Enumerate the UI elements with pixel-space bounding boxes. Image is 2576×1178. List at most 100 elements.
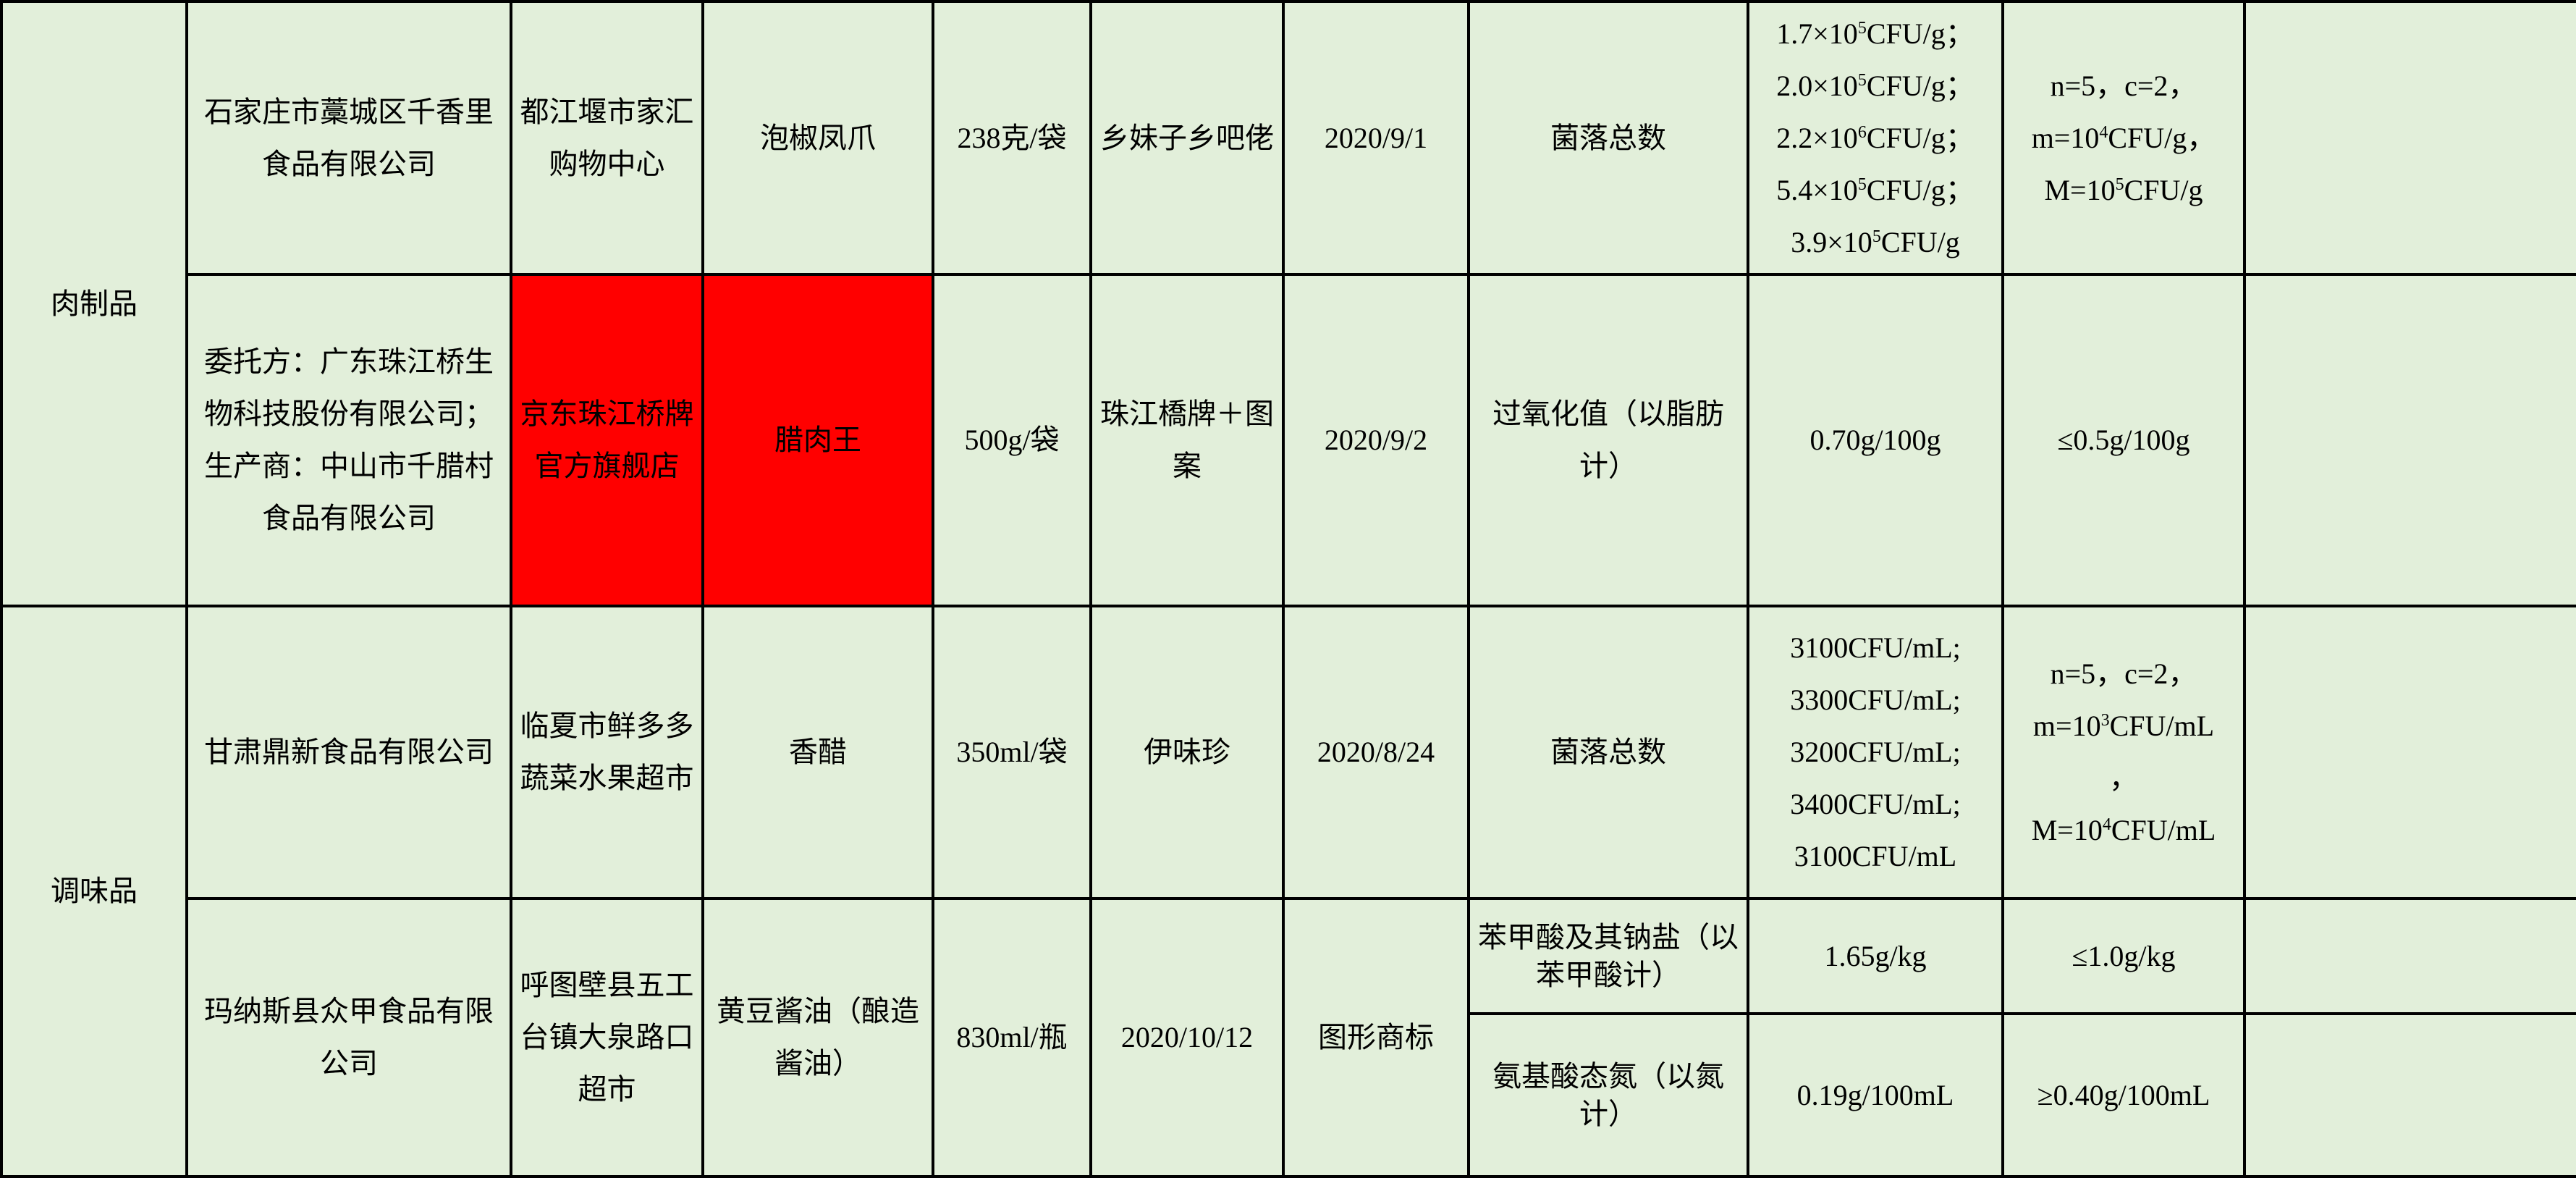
seller-cell: 呼图壁县五工台镇大泉路口超市 — [510, 897, 704, 1178]
producer-cell: 玛纳斯县众甲食品有限公司 — [185, 897, 512, 1178]
date-cell: 2020/9/1 — [1282, 0, 1470, 276]
value-line: 3400CFU/mL; — [1757, 778, 1994, 830]
product-cell-highlighted: 腊肉王 — [701, 273, 934, 607]
category-cell: 肉制品 — [0, 0, 188, 607]
value-pre: m=10 — [2032, 710, 2101, 742]
value-pre: M=10 — [2031, 814, 2103, 846]
value-line: 2.0×105CFU/g； — [1757, 60, 1994, 112]
standard-cell: n=5，c=2， m=103CFU/mL， M=104CFU/mL — [2001, 605, 2246, 900]
value-pre: 1.7×10 — [1776, 17, 1858, 50]
value-line: 3100CFU/mL — [1757, 830, 1994, 883]
standard-cell: n=5，c=2， m=104CFU/g， M=105CFU/g — [2001, 0, 2246, 276]
brand-cell: 珠江橋牌＋图案 — [1089, 273, 1285, 607]
table-row: 氨基酸态氮（以氮计） 0.19g/100mL ≥0.40g/100mL — [1, 1012, 2576, 1178]
value-line: m=103CFU/mL — [2011, 700, 2236, 752]
value-line: n=5，c=2， — [2011, 648, 2236, 700]
table-row: 肉制品 石家庄市藁城区千香里食品有限公司 都江堰市家汇购物中心 泡椒凤爪 238… — [0, 0, 2576, 607]
value-pre: 3.9×10 — [1791, 225, 1872, 258]
value-line: 3100CFU/mL; — [1757, 622, 1994, 674]
value-pre: 3400CFU/mL; — [1790, 788, 1961, 820]
note-cell — [2243, 897, 2576, 1015]
date-cell: 2020/9/2 — [1282, 273, 1470, 607]
value-pre: 3200CFU/mL; — [1790, 736, 1961, 768]
spec-cell: 830ml/瓶 — [932, 897, 1092, 1178]
value-line: 1.7×105CFU/g； — [1757, 8, 1994, 60]
value-post: CFU/g — [1880, 225, 1960, 258]
value-pre: 2.2×10 — [1776, 121, 1858, 154]
value-pre: m=10 — [2031, 121, 2100, 154]
value-line: 3.9×105CFU/g — [1757, 216, 1994, 269]
category-cell: 调味品 — [0, 605, 188, 1178]
item-cell: 苯甲酸及其钠盐（以苯甲酸计） — [1467, 897, 1749, 1015]
seller-cell-highlighted: 京东珠江桥牌官方旗舰店 — [510, 273, 704, 607]
value-sup: 5 — [1857, 18, 1867, 38]
table-row: 调味品 甘肃鼎新食品有限公司 临夏市鲜多多蔬菜水果超市 香醋 350ml/袋 伊… — [0, 605, 2576, 1178]
value-pre: M=10 — [2044, 173, 2116, 206]
value-pre: 3300CFU/mL; — [1790, 683, 1961, 716]
value-sup: 6 — [1857, 122, 1867, 142]
product-cell: 香醋 — [701, 605, 934, 900]
value-line: ， — [2011, 752, 2236, 804]
value-line: M=105CFU/g — [2011, 164, 2236, 216]
spec-cell: 350ml/袋 — [932, 605, 1092, 900]
seller-cell: 都江堰市家汇购物中心 — [510, 0, 704, 276]
value-pre: 3100CFU/mL — [1794, 840, 1957, 872]
standard-cell: ≤1.0g/kg — [2001, 897, 2246, 1015]
value-sup: 5 — [2115, 174, 2124, 194]
brand-cell: 乡妹子乡吧佬 — [1089, 0, 1285, 276]
value-sup: 4 — [2099, 122, 2108, 142]
brand-cell: 伊味珍 — [1089, 605, 1285, 900]
value-sup: 5 — [1857, 174, 1867, 194]
value-sup: 5 — [1872, 227, 1881, 246]
item-cell: 菌落总数 — [1467, 605, 1749, 900]
value-pre: n=5，c=2， — [2050, 657, 2197, 690]
table-row: 玛纳斯县众甲食品有限公司 呼图壁县五工台镇大泉路口超市 黄豆酱油（酿造酱油） 8… — [1, 897, 2576, 1178]
result-cell: 0.19g/100mL — [1747, 1012, 2004, 1178]
value-post: CFU/g — [2124, 173, 2203, 206]
spec-cell: 500g/袋 — [932, 273, 1092, 607]
value-sup: 4 — [2102, 815, 2111, 834]
product-cell: 泡椒凤爪 — [701, 0, 934, 276]
standard-cell: ≥0.40g/100mL — [2001, 1012, 2246, 1178]
result-cell: 1.65g/kg — [1747, 897, 2004, 1015]
value-pre: 5.4×10 — [1776, 173, 1858, 206]
value-post: CFU/g； — [1866, 121, 1975, 154]
value-post: CFU/mL — [2109, 710, 2215, 742]
result-cell: 3100CFU/mL; 3300CFU/mL; 3200CFU/mL; 3400CFU… — [1747, 605, 2004, 900]
value-line: M=104CFU/mL — [2011, 804, 2236, 857]
producer-cell: 委托方：广东珠江桥生物科技股份有限公司；生产商：中山市千腊村食品有限公司 — [185, 273, 512, 607]
value-post: CFU/g； — [1866, 173, 1975, 206]
table-row: 委托方：广东珠江桥生物科技股份有限公司；生产商：中山市千腊村食品有限公司 京东珠… — [1, 273, 2576, 607]
producer-cell: 石家庄市藁城区千香里食品有限公司 — [185, 0, 512, 276]
value-post: CFU/mL — [2111, 814, 2216, 846]
result-cell: 0.70g/100g — [1747, 273, 2004, 607]
value-line: 3300CFU/mL; — [1757, 674, 1994, 726]
value-line: 2.2×106CFU/g； — [1757, 112, 1994, 164]
value-pre: ， — [2109, 762, 2138, 794]
date-cell: 2020/10/12 — [1089, 897, 1285, 1178]
value-line: 3200CFU/mL; — [1757, 726, 1994, 778]
value-post: CFU/g； — [1866, 69, 1975, 102]
date-cell: 2020/8/24 — [1282, 605, 1470, 900]
value-line: n=5，c=2， — [2011, 60, 2236, 112]
product-cell: 黄豆酱油（酿造酱油） — [701, 897, 934, 1178]
producer-cell: 甘肃鼎新食品有限公司 — [185, 605, 512, 900]
standard-cell: ≤0.5g/100g — [2001, 273, 2246, 607]
spec-cell: 238克/袋 — [932, 0, 1092, 276]
seller-cell: 临夏市鲜多多蔬菜水果超市 — [510, 605, 704, 900]
item-cell: 菌落总数 — [1467, 0, 1749, 276]
note-cell — [2243, 1012, 2576, 1178]
item-cell: 过氧化值（以脂肪计） — [1467, 273, 1749, 607]
value-pre: n=5，c=2， — [2050, 69, 2197, 102]
result-cell: 1.7×105CFU/g； 2.0×105CFU/g； 2.2×106CFU/g； 5… — [1747, 0, 2004, 276]
value-post: CFU/g； — [1866, 17, 1975, 50]
value-pre: 2.0×10 — [1776, 69, 1858, 102]
value-line: m=104CFU/g， — [2011, 112, 2236, 164]
note-cell — [2243, 605, 2576, 900]
note-cell — [2243, 273, 2576, 607]
value-pre: 3100CFU/mL; — [1790, 631, 1961, 664]
value-sup: 3 — [2100, 711, 2110, 730]
brand-cell: 图形商标 — [1282, 897, 1470, 1178]
value-sup: 5 — [1857, 70, 1867, 90]
